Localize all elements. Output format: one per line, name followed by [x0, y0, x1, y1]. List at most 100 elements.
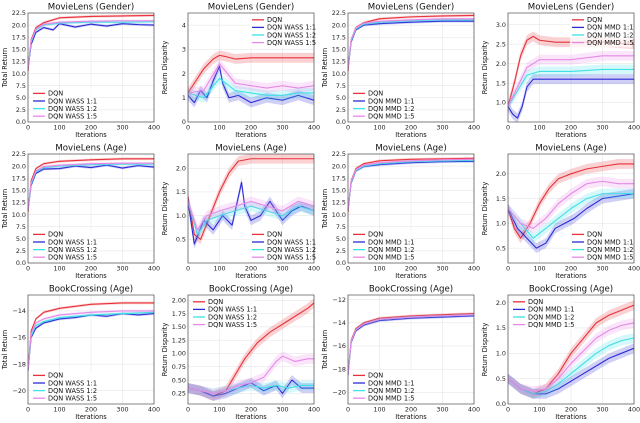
series-line-2 — [28, 311, 154, 371]
legend-label-0: DQN — [48, 90, 63, 98]
x-tick-label: 200 — [245, 124, 257, 132]
x-axis-label: Iterations — [395, 272, 427, 280]
x-tick-label: 100 — [533, 124, 545, 132]
series-line-0 — [28, 302, 154, 371]
y-tick-label: 15.0 — [12, 46, 26, 54]
x-tick-label: 300 — [596, 124, 608, 132]
x-tick-label: 300 — [436, 406, 448, 414]
chart-panel-9: 0 100 200 300 400 −20 −18 −16 −14 BookCrossing (A… — [0, 282, 160, 423]
chart-svg: 0 100 200 300 400 0.5 1.0 1.5 2.0 MovieLens (Age)… — [481, 144, 640, 281]
y-tick-label: 15.0 — [332, 187, 346, 195]
chart-panel-7: 0 100 200 300 400 0.0 2.5 5.0 7.5 10.0 12.5 15.0 17.… — [320, 141, 480, 282]
x-tick-label: 300 — [596, 406, 608, 414]
series-line-3 — [348, 314, 474, 376]
chart-svg: 0 100 200 300 400 0.0 2.5 5.0 7.5 10.0 12.5 15.0 17.… — [1, 144, 160, 281]
series-band-3 — [508, 176, 634, 234]
chart-title: MovieLens (Gender) — [48, 3, 134, 13]
y-axis-label: Return Disparity — [481, 41, 489, 95]
x-tick-label: 300 — [116, 265, 128, 273]
x-tick-label: 0 — [346, 406, 350, 414]
x-axis-label: Iterations — [235, 131, 267, 139]
y-tick-label: −14 — [333, 319, 347, 327]
x-tick-label: 100 — [213, 124, 225, 132]
axes-frame — [347, 12, 475, 123]
chart-svg: 0 100 200 300 400 −20 −18 −16 −14 BookCrossing (A… — [1, 285, 160, 422]
y-axis-label: Return Disparity — [161, 41, 169, 95]
legend-label-1: DQN WASS 1:1 — [267, 238, 316, 246]
series-group — [28, 157, 154, 214]
x-axis-label: Iterations — [75, 272, 107, 280]
series-line-3 — [188, 200, 314, 231]
series-line-0 — [508, 163, 634, 239]
x-axis-label: Iterations — [395, 413, 427, 421]
y-tick-label: 0.5 — [176, 236, 186, 244]
series-band-2 — [508, 64, 634, 112]
chart-panel-6: 0 100 200 300 400 0.5 1.0 1.5 2.0 MovieLens (Age)… — [160, 141, 320, 282]
x-tick-label: 400 — [148, 265, 160, 273]
series-band-0 — [188, 154, 314, 245]
chart-svg: 0 100 200 300 400 −20 −18 −16 −14 −12 BookCrossing… — [321, 285, 480, 422]
y-tick-label: 15.0 — [332, 46, 346, 54]
chart-panel-11: 0 100 200 300 400 −20 −18 −16 −14 −12 BookCrossing… — [320, 282, 480, 423]
series-line-1 — [188, 65, 314, 104]
y-tick-label: 1.75 — [172, 310, 186, 318]
x-tick-label: 100 — [53, 406, 65, 414]
y-tick-label: 17.5 — [332, 33, 346, 41]
y-tick-label: −18 — [333, 365, 347, 373]
axes-frame — [27, 12, 155, 123]
y-tick-label: 7.5 — [16, 223, 26, 231]
series-group — [508, 300, 634, 399]
y-tick-label: 2.5 — [336, 106, 346, 114]
axes-frame — [507, 153, 635, 264]
y-tick-label: 12.5 — [332, 58, 346, 66]
chart-title: BookCrossing (Age) — [49, 285, 133, 295]
y-tick-label: 12.5 — [332, 199, 346, 207]
legend-label-1: DQN WASS 1:1 — [267, 24, 316, 32]
y-axis-label: Total Return — [321, 189, 329, 229]
chart-svg: 0 100 200 300 400 0.0 2.5 5.0 7.5 10.0 12.5 15.0 17.… — [321, 3, 480, 140]
y-tick-label: 10.0 — [12, 211, 26, 219]
series-line-1 — [28, 23, 154, 69]
series-line-3 — [508, 55, 634, 107]
y-tick-label: 22.5 — [332, 9, 346, 17]
legend-label-3: DQN MMD 1:5 — [368, 395, 414, 403]
y-tick-label: 2.5 — [336, 247, 346, 255]
axes-frame — [347, 153, 475, 264]
series-band-0 — [508, 159, 634, 244]
legend-label-3: DQN WASS 1:5 — [48, 395, 97, 403]
series-line-2 — [188, 77, 314, 99]
y-tick-label: 22.5 — [12, 9, 26, 17]
x-tick-label: 0 — [346, 265, 350, 273]
chart-svg: 0 100 200 300 400 0 1 2 3 4 MovieLens (Gender) Iter… — [161, 3, 320, 140]
legend-label-1: DQN WASS 1:1 — [48, 97, 97, 105]
legend-label-2: DQN WASS 1:2 — [48, 105, 97, 113]
y-tick-label: 1.5 — [496, 195, 506, 203]
y-tick-label: 2.5 — [16, 106, 26, 114]
chart-svg: 0 100 200 300 400 0.0 2.5 5.0 7.5 10.0 12.5 15.0 17.… — [321, 144, 480, 281]
legend-label-1: DQN MMD 1:1 — [368, 238, 414, 246]
y-tick-label: 17.5 — [332, 174, 346, 182]
x-tick-label: 300 — [276, 124, 288, 132]
x-tick-label: 400 — [468, 265, 480, 273]
series-band-2 — [508, 188, 634, 244]
series-line-0 — [188, 54, 314, 94]
x-tick-label: 0 — [26, 265, 30, 273]
y-tick-label: 17.5 — [12, 33, 26, 41]
x-tick-label: 0 — [506, 124, 510, 132]
y-tick-label: 2.5 — [16, 247, 26, 255]
series-line-3 — [28, 20, 154, 69]
y-tick-label: 4 — [182, 21, 186, 29]
series-band-1 — [188, 61, 314, 108]
x-tick-label: 200 — [565, 406, 577, 414]
legend-label-1: DQN WASS 1:1 — [208, 306, 257, 314]
series-group — [348, 312, 474, 377]
y-tick-label: 5.0 — [16, 94, 26, 102]
y-tick-label: 5.0 — [336, 235, 346, 243]
chart-title: MovieLens (Gender) — [528, 3, 614, 13]
y-tick-label: 10.0 — [332, 211, 346, 219]
x-axis-label: Iterations — [235, 413, 267, 421]
series-group — [188, 298, 314, 401]
